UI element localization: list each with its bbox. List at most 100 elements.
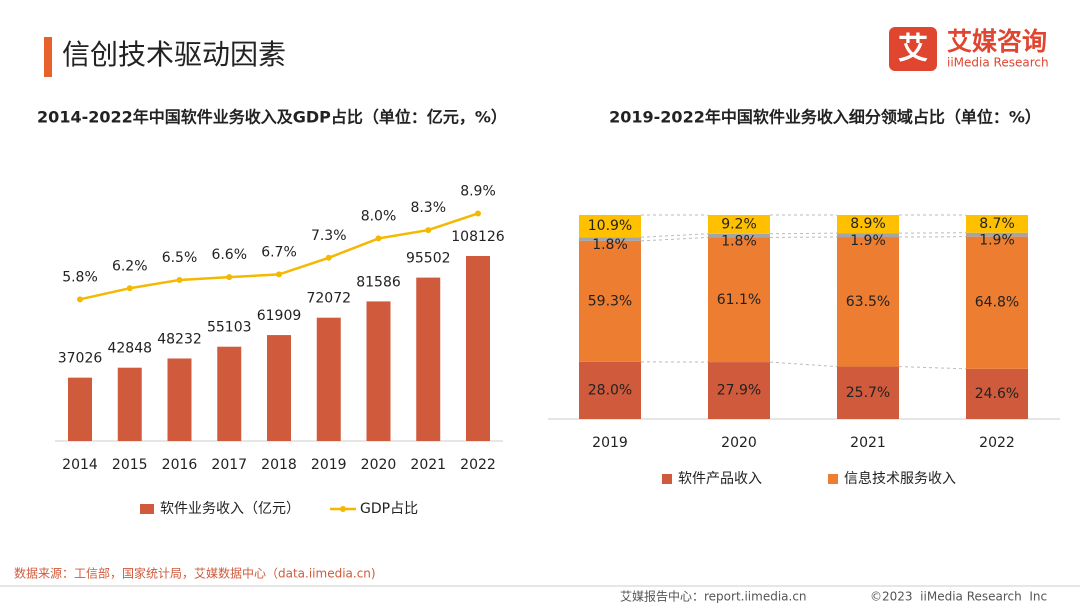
bar-label: 72072 [306,291,351,307]
connector [898,366,967,370]
logo-subtext: iiMedia Research [947,56,1049,70]
line-label: 8.0% [361,208,397,224]
bar-segment [966,236,1028,369]
bar-label: 61909 [257,308,302,324]
bar-segment [966,215,1028,233]
x-tick-label: 2019 [311,457,347,473]
line-label: 6.6% [211,247,247,263]
footer-copyright: ©2023 iiMedia Research Inc [870,590,1047,604]
x-tick-label: 2022 [979,435,1015,451]
legend-label: GDP占比 [360,501,418,517]
legend-label: 软件业务收入（亿元） [160,501,300,517]
x-tick-label: 2019 [592,435,628,451]
x-tick-label: 2021 [850,435,886,451]
title-accent [44,37,52,77]
bar [466,256,490,441]
bar-segment [708,237,770,363]
bar-label: 24.6% [975,386,1019,402]
x-tick-label: 2022 [460,457,496,473]
bar-label: 61.1% [717,292,761,308]
bar-label: 8.7% [979,216,1015,232]
legend-label: 信息技术服务收入 [844,470,956,487]
bar-label: 28.0% [588,382,632,398]
bar [316,317,341,441]
chart-title: 2014-2022年中国软件业务收入及GDP占比（单位：亿元，%） [37,108,507,127]
bar-segment [579,215,641,238]
logo-icon [889,27,937,71]
bar-segment [579,237,641,241]
x-tick-label: 2021 [410,457,446,473]
bar-segment [708,233,770,238]
bar-segment [837,215,899,234]
bar-segment [966,232,1028,237]
bar-label: 55103 [207,320,252,336]
line-marker [475,210,481,217]
x-tick-label: 2017 [211,457,247,473]
bar [167,358,192,441]
bar-label: 64.8% [975,295,1019,311]
bar-label: 10.9% [588,218,632,234]
legend-swatch [140,504,154,514]
bar-label: 37026 [58,351,103,367]
footer-report: 艾媒报告中心：report.iimedia.cn [620,589,807,604]
bar-label: 48232 [157,331,202,347]
bar-segment [966,368,1028,419]
legend-swatch [828,474,838,484]
x-tick-label: 2018 [261,457,297,473]
line-marker [276,271,282,278]
bar-label: 1.9% [979,233,1015,249]
bar-label: 95502 [406,251,451,267]
bar-label: 42848 [107,341,152,357]
bar-segment [837,366,899,419]
bar-label: 81586 [356,274,401,290]
bar-label: 59.3% [588,293,632,309]
line-marker [325,254,332,261]
line-label: 6.7% [261,244,297,260]
legend-swatch [340,506,346,512]
line-label: 5.8% [62,269,98,285]
line-label: 6.2% [112,258,148,274]
line-label: 8.3% [410,200,446,216]
bar-segment [579,361,641,419]
bar-segment [708,215,770,234]
bar-label: 9.2% [721,216,757,232]
slide-title: 信创技术驱动因素 [62,38,286,71]
x-tick-label: 2015 [112,457,148,473]
logo-mark: 艾 [898,32,928,67]
line-label: 8.9% [460,183,496,199]
connector [640,233,709,238]
bar [366,301,391,441]
line-label: 7.3% [311,228,347,244]
bar [217,346,242,441]
x-tick-label: 2016 [162,457,198,473]
connector [640,236,709,242]
line-marker [425,227,432,234]
bar-label: 108126 [451,229,505,245]
line-label: 6.5% [162,250,198,266]
bar-label: 25.7% [846,385,890,401]
chart-title: 2019-2022年中国软件业务收入细分领域占比（单位：%） [609,108,1041,127]
line-marker [77,296,83,303]
connector [769,232,838,235]
bar-label: 1.9% [850,233,886,249]
bar [267,335,291,441]
source: 数据来源：工信部，国家统计局，艾媒数据中心（data.iimedia.cn) [14,566,376,581]
x-tick-label: 2020 [361,457,397,473]
bar-label: 63.5% [846,294,890,310]
bar-label: 8.9% [850,216,886,232]
bar [117,367,142,441]
legend-label: 软件产品收入 [678,471,762,487]
line-marker [226,274,233,281]
bar [68,377,92,441]
line-marker [126,285,133,292]
bar-label: 1.8% [592,237,628,253]
bar-segment [708,362,770,419]
connector [769,361,838,368]
bar-segment [837,233,899,238]
line-marker [375,235,382,242]
bar-label: 27.9% [717,383,761,399]
logo-text: 艾媒咨询 [947,27,1047,56]
x-tick-label: 2020 [721,435,757,451]
bar-segment [579,240,641,362]
